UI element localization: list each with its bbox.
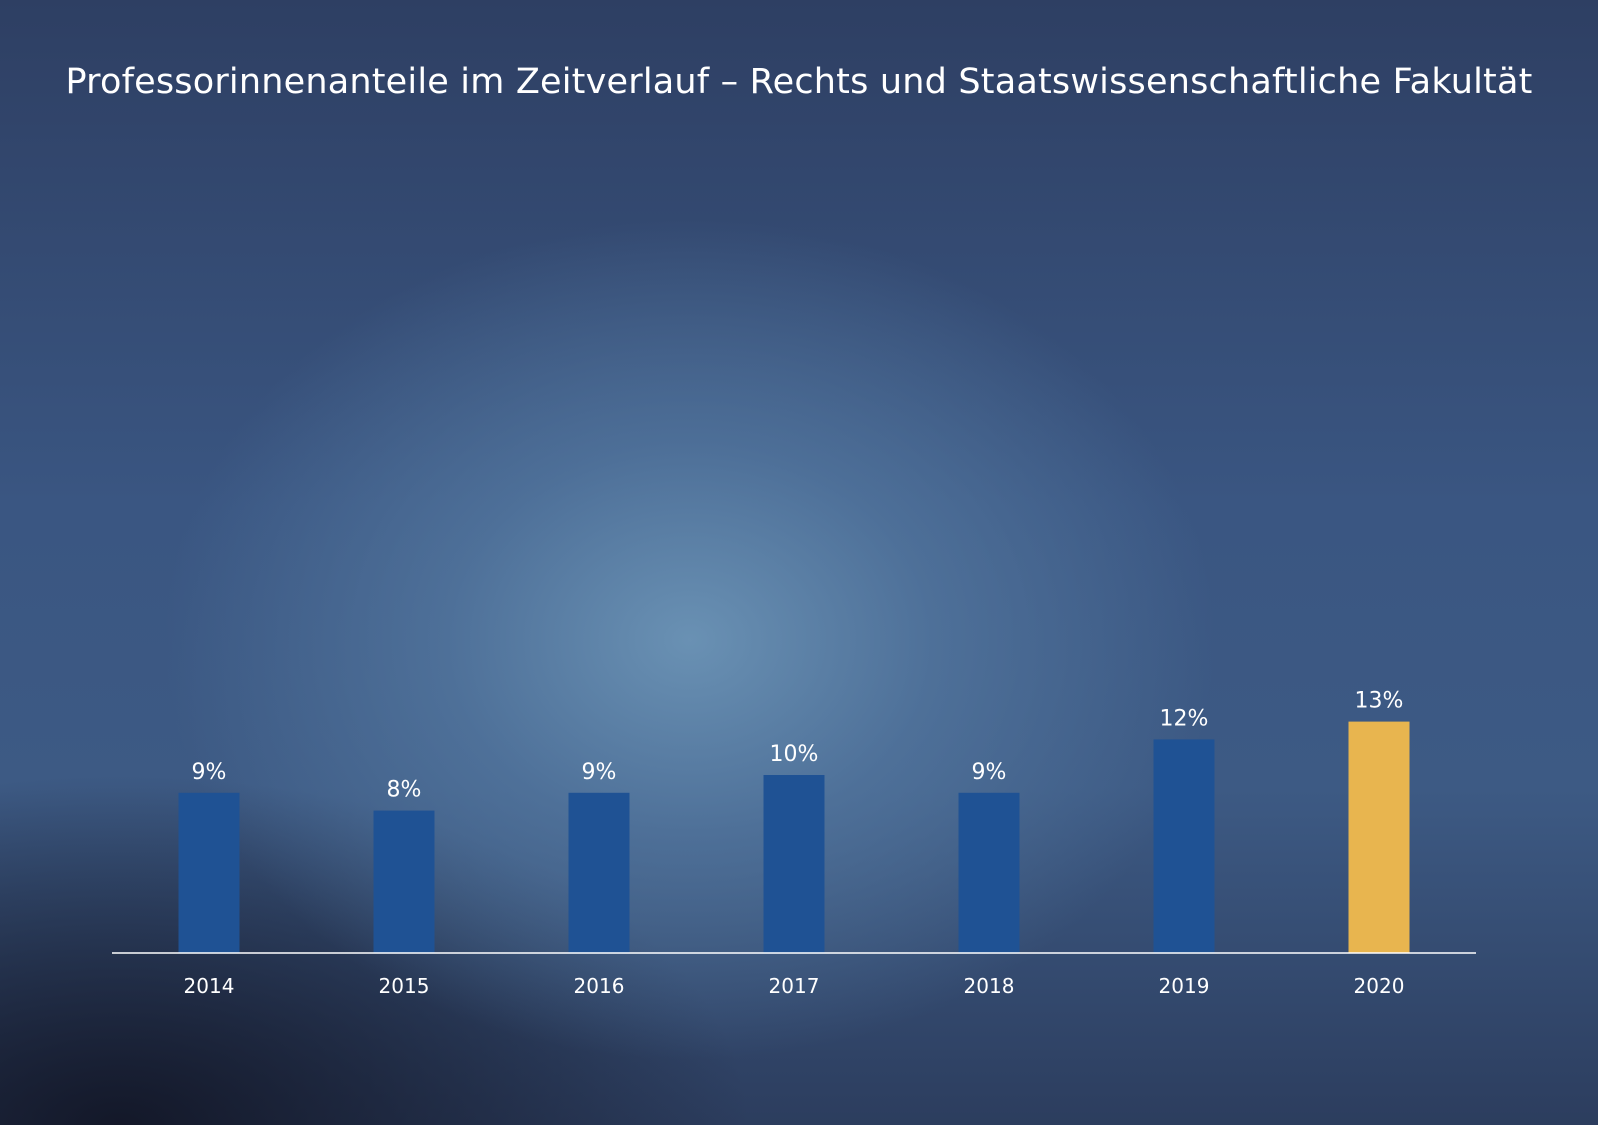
data-label-2015: 8% (387, 778, 422, 803)
x-tick-label-2016: 2016 (574, 974, 625, 998)
data-label-2014: 9% (192, 760, 227, 785)
x-tick-label-2015: 2015 (379, 974, 430, 998)
bar-2019 (1153, 739, 1215, 953)
x-tick-label-2017: 2017 (769, 974, 820, 998)
x-tick-label-2020: 2020 (1354, 974, 1405, 998)
x-tick-label-2019: 2019 (1159, 974, 1210, 998)
data-label-2016: 9% (582, 760, 617, 785)
bar-2015 (373, 810, 435, 953)
data-label-2020: 13% (1355, 689, 1404, 714)
bar-2017 (763, 775, 825, 953)
data-label-2017: 10% (770, 742, 819, 767)
x-tick-label-2018: 2018 (964, 974, 1015, 998)
bar-2014 (178, 792, 240, 953)
data-label-2018: 9% (972, 760, 1007, 785)
bar-2016 (568, 792, 630, 953)
data-label-2019: 12% (1160, 706, 1209, 731)
chart-title: Professorinnenanteile im Zeitverlauf – R… (65, 62, 1533, 102)
x-tick-label-2014: 2014 (184, 974, 235, 998)
bar-2020 (1348, 721, 1410, 953)
bar-2018 (958, 792, 1020, 953)
